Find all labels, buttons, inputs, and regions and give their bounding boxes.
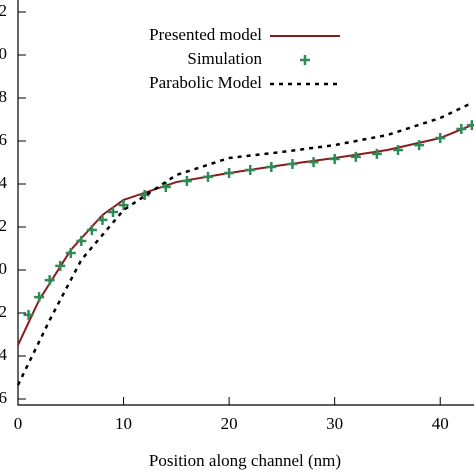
legend-label: Parabolic Model: [149, 73, 262, 92]
x-tick-label: 10: [115, 414, 132, 433]
x-tick-label: 0: [14, 414, 23, 433]
legend-label: Presented model: [149, 25, 262, 44]
y-tick-label: 4: [0, 173, 8, 192]
plus-marker: [245, 165, 256, 176]
plus-marker: [108, 206, 118, 217]
plus-marker: [414, 140, 425, 151]
plus-marker: [23, 309, 34, 320]
series-line: [17, 124, 473, 346]
series-line: [16, 101, 473, 386]
y-tick-label: 0: [0, 44, 7, 63]
y-tick-label: 8: [0, 87, 7, 106]
plus-marker: [435, 132, 446, 143]
plus-marker: [224, 168, 235, 179]
plus-marker: [34, 292, 45, 303]
plus-marker: [55, 260, 66, 271]
y-tick-label: 2: [0, 216, 7, 235]
y-tick-label: 0: [0, 259, 7, 278]
y-tick-label: 4: [0, 345, 8, 364]
x-tick-label: 40: [432, 414, 449, 433]
plus-marker: [287, 159, 298, 170]
plus-marker: [266, 162, 277, 173]
plus-marker: [350, 151, 361, 162]
plus-marker: [308, 157, 319, 168]
x-axis-label: Position along channel (nm): [149, 451, 341, 470]
plus-marker: [371, 148, 382, 159]
plus-marker: [393, 145, 403, 156]
plus-marker: [329, 154, 340, 165]
plus-marker: [44, 275, 55, 286]
plus-marker: [466, 120, 474, 131]
y-tick-label: 6: [0, 388, 7, 407]
plus-marker: [86, 225, 97, 236]
plus-marker: [300, 55, 310, 65]
y-tick-label: 2: [0, 1, 7, 20]
y-tick-label: 2: [0, 302, 7, 321]
plus-marker: [203, 171, 213, 182]
plus-marker: [118, 200, 129, 211]
plus-marker: [97, 214, 108, 225]
legend-label: Simulation: [187, 49, 262, 68]
plus-marker: [456, 123, 467, 134]
plus-marker: [76, 235, 87, 246]
plus-marker: [160, 182, 171, 193]
x-tick-label: 20: [221, 414, 238, 433]
plot-frame: [17, 0, 474, 406]
y-tick-label: 6: [0, 130, 7, 149]
plus-marker: [65, 248, 76, 259]
plus-marker: [181, 175, 192, 186]
x-tick-label: 30: [326, 414, 343, 433]
